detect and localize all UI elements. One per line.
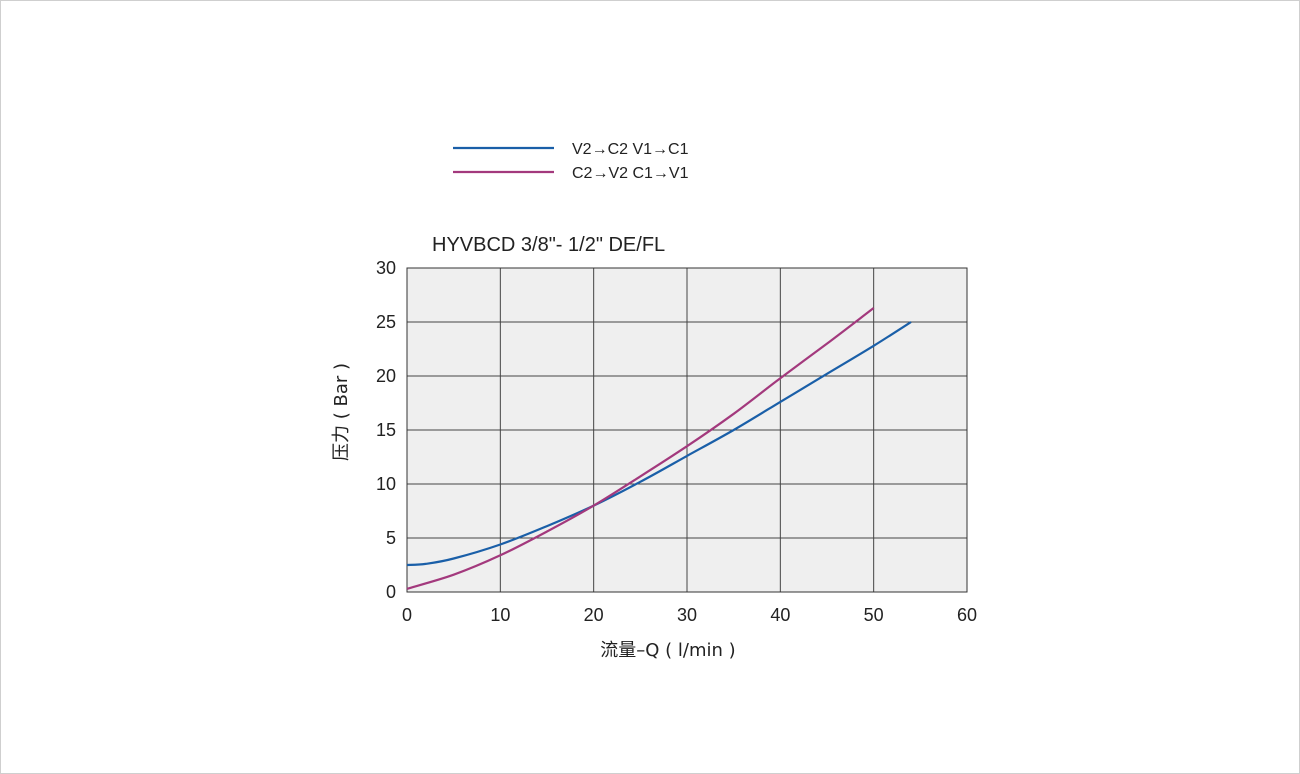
series-line-2 (406, 307, 875, 590)
y-tick-label-25: 25 (376, 312, 396, 332)
y-axis-label: 压力 ( Bar ) (331, 363, 352, 461)
x-axis-label: 流量–Q ( l/min ) (600, 640, 735, 661)
legend-label-1: V2→C2 V1→C1 (572, 141, 689, 158)
series-group (406, 307, 912, 590)
x-tick-label-0: 0 (402, 605, 412, 625)
x-tick-label-20: 20 (584, 605, 604, 625)
plot-border (406, 267, 968, 593)
x-tick-labels: 0 10 20 30 40 50 60 (402, 605, 977, 625)
x-tick-label-10: 10 (490, 605, 510, 625)
y-tick-label-0: 0 (386, 582, 396, 602)
x-tick-label-40: 40 (770, 605, 790, 625)
y-tick-label-10: 10 (376, 474, 396, 494)
chart-title: HYVBCD 3/8"- 1/2" DE/FL (432, 234, 665, 256)
grid (407, 268, 967, 592)
y-tick-labels: 0 5 10 15 20 25 30 (376, 258, 396, 602)
legend: V2→C2 V1→C1 C2→V2 C1→V1 (453, 141, 689, 182)
legend-label-2: C2→V2 C1→V1 (572, 165, 689, 182)
y-tick-label-5: 5 (386, 528, 396, 548)
y-tick-label-30: 30 (376, 258, 396, 278)
series-line-1 (406, 321, 912, 567)
x-tick-label-50: 50 (864, 605, 884, 625)
x-tick-label-30: 30 (677, 605, 697, 625)
y-tick-label-15: 15 (376, 420, 396, 440)
y-tick-label-20: 20 (376, 366, 396, 386)
x-tick-label-60: 60 (957, 605, 977, 625)
